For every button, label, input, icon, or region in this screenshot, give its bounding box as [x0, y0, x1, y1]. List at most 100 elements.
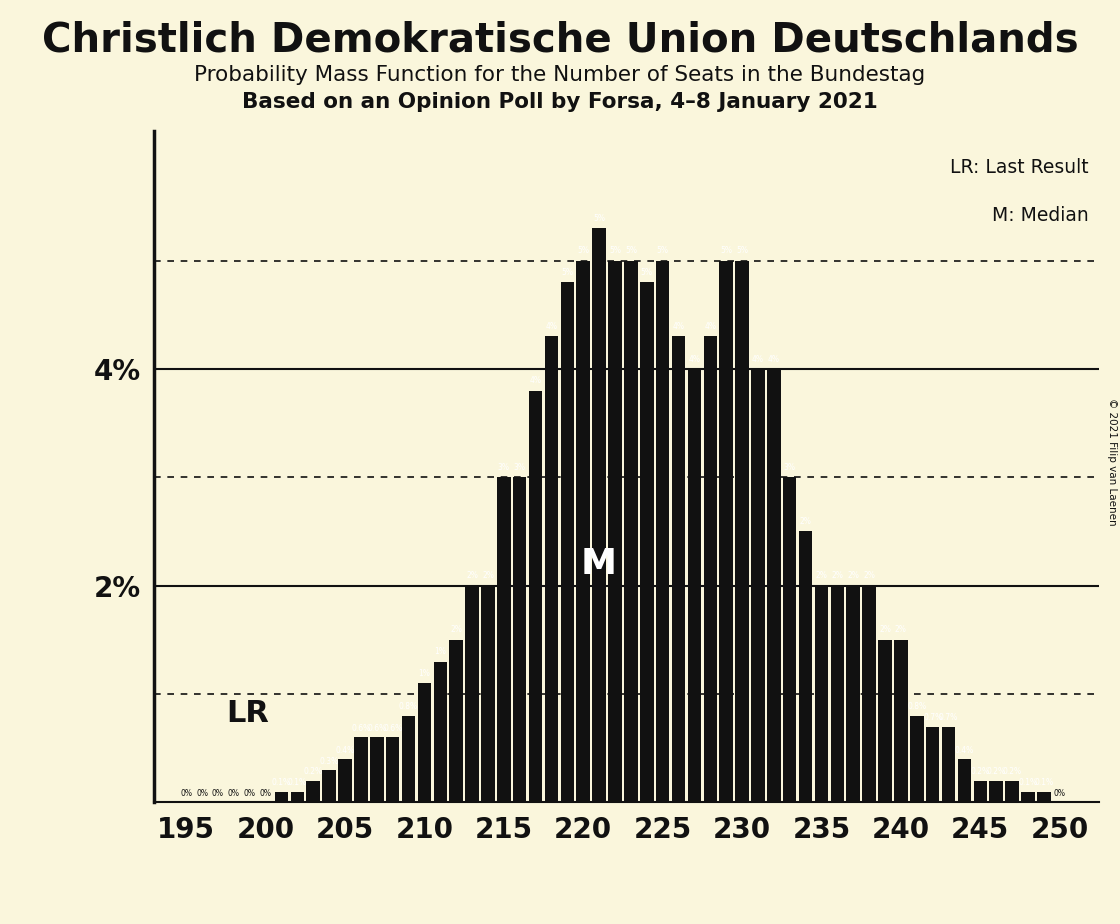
Text: 0.4%: 0.4%	[335, 746, 355, 755]
Text: 1%: 1%	[435, 647, 446, 656]
Bar	[1037, 792, 1051, 802]
Text: 5%: 5%	[561, 268, 573, 277]
Text: 0.6%: 0.6%	[352, 724, 371, 733]
Text: 0%: 0%	[227, 789, 240, 798]
Bar	[703, 336, 717, 802]
Bar	[831, 586, 844, 802]
Text: 0.7%: 0.7%	[939, 713, 958, 723]
Text: 5%: 5%	[656, 246, 669, 255]
Text: 0.2%: 0.2%	[971, 768, 990, 776]
Bar	[783, 478, 796, 802]
Text: 4%: 4%	[689, 355, 700, 363]
Bar	[958, 760, 971, 802]
Text: 2%: 2%	[482, 571, 494, 580]
Bar	[449, 639, 463, 802]
Text: 5%: 5%	[720, 246, 732, 255]
Text: 0.6%: 0.6%	[367, 724, 386, 733]
Bar	[624, 261, 637, 802]
Bar	[577, 261, 590, 802]
Text: 4%: 4%	[768, 355, 780, 363]
Bar	[767, 369, 781, 802]
Bar	[338, 760, 352, 802]
Bar	[752, 369, 765, 802]
Bar	[878, 639, 892, 802]
Bar	[402, 716, 416, 802]
Text: 0%: 0%	[244, 789, 255, 798]
Bar	[894, 639, 907, 802]
Bar	[370, 737, 383, 802]
Bar	[274, 792, 288, 802]
Bar	[433, 662, 447, 802]
Text: 0.6%: 0.6%	[383, 724, 402, 733]
Text: 0.3%: 0.3%	[319, 757, 338, 766]
Bar	[354, 737, 367, 802]
Text: 0.2%: 0.2%	[1002, 768, 1021, 776]
Text: 4%: 4%	[704, 322, 717, 331]
Text: 0%: 0%	[196, 789, 208, 798]
Bar	[561, 282, 575, 802]
Text: 2%: 2%	[879, 626, 890, 635]
Text: 5%: 5%	[577, 246, 589, 255]
Text: Christlich Demokratische Union Deutschlands: Christlich Demokratische Union Deutschla…	[41, 20, 1079, 60]
Text: Probability Mass Function for the Number of Seats in the Bundestag: Probability Mass Function for the Number…	[195, 65, 925, 85]
Bar	[814, 586, 828, 802]
Text: 5%: 5%	[641, 268, 653, 277]
Bar	[418, 683, 431, 802]
Text: 0.1%: 0.1%	[1034, 778, 1054, 787]
Bar	[799, 531, 812, 802]
Text: M: M	[581, 547, 617, 581]
Bar	[592, 228, 606, 802]
Text: 4%: 4%	[545, 322, 558, 331]
Text: M: Median: M: Median	[991, 206, 1089, 225]
Bar	[640, 282, 653, 802]
Bar	[1021, 792, 1035, 802]
Bar	[847, 586, 860, 802]
Text: 2%: 2%	[466, 571, 478, 580]
Bar	[482, 586, 495, 802]
Text: 4%: 4%	[752, 355, 764, 363]
Text: 2%: 2%	[831, 571, 843, 580]
Bar	[513, 478, 526, 802]
Text: 3%: 3%	[514, 463, 525, 472]
Text: 2%: 2%	[815, 571, 828, 580]
Text: 0.8%: 0.8%	[399, 702, 418, 711]
Text: 2%: 2%	[800, 517, 812, 526]
Bar	[307, 781, 320, 802]
Text: 0.1%: 0.1%	[272, 778, 291, 787]
Bar	[973, 781, 987, 802]
Bar	[862, 586, 876, 802]
Text: 0.2%: 0.2%	[987, 768, 1006, 776]
Text: 2%: 2%	[450, 626, 463, 635]
Text: 0%: 0%	[212, 789, 224, 798]
Text: 3%: 3%	[497, 463, 510, 472]
Text: 0.1%: 0.1%	[1018, 778, 1037, 787]
Text: 2%: 2%	[895, 626, 907, 635]
Text: LR: Last Result: LR: Last Result	[950, 158, 1089, 176]
Bar	[608, 261, 622, 802]
Text: 5%: 5%	[594, 213, 605, 223]
Text: 4%: 4%	[672, 322, 684, 331]
Text: LR: LR	[226, 699, 269, 728]
Text: 4%: 4%	[530, 376, 542, 385]
Bar	[911, 716, 924, 802]
Text: 2%: 2%	[848, 571, 859, 580]
Text: 5%: 5%	[609, 246, 620, 255]
Bar	[736, 261, 749, 802]
Text: 0.2%: 0.2%	[304, 768, 323, 776]
Text: 0%: 0%	[1054, 789, 1066, 798]
Text: 0%: 0%	[180, 789, 193, 798]
Text: 0.1%: 0.1%	[288, 778, 307, 787]
Bar	[323, 770, 336, 802]
Bar	[497, 478, 511, 802]
Text: 0.4%: 0.4%	[954, 746, 974, 755]
Bar	[688, 369, 701, 802]
Bar	[386, 737, 400, 802]
Text: 5%: 5%	[625, 246, 637, 255]
Bar	[672, 336, 685, 802]
Bar	[529, 391, 542, 802]
Text: 0.7%: 0.7%	[923, 713, 942, 723]
Bar	[290, 792, 305, 802]
Bar	[656, 261, 670, 802]
Text: © 2021 Filip van Laenen: © 2021 Filip van Laenen	[1107, 398, 1117, 526]
Text: 2%: 2%	[864, 571, 875, 580]
